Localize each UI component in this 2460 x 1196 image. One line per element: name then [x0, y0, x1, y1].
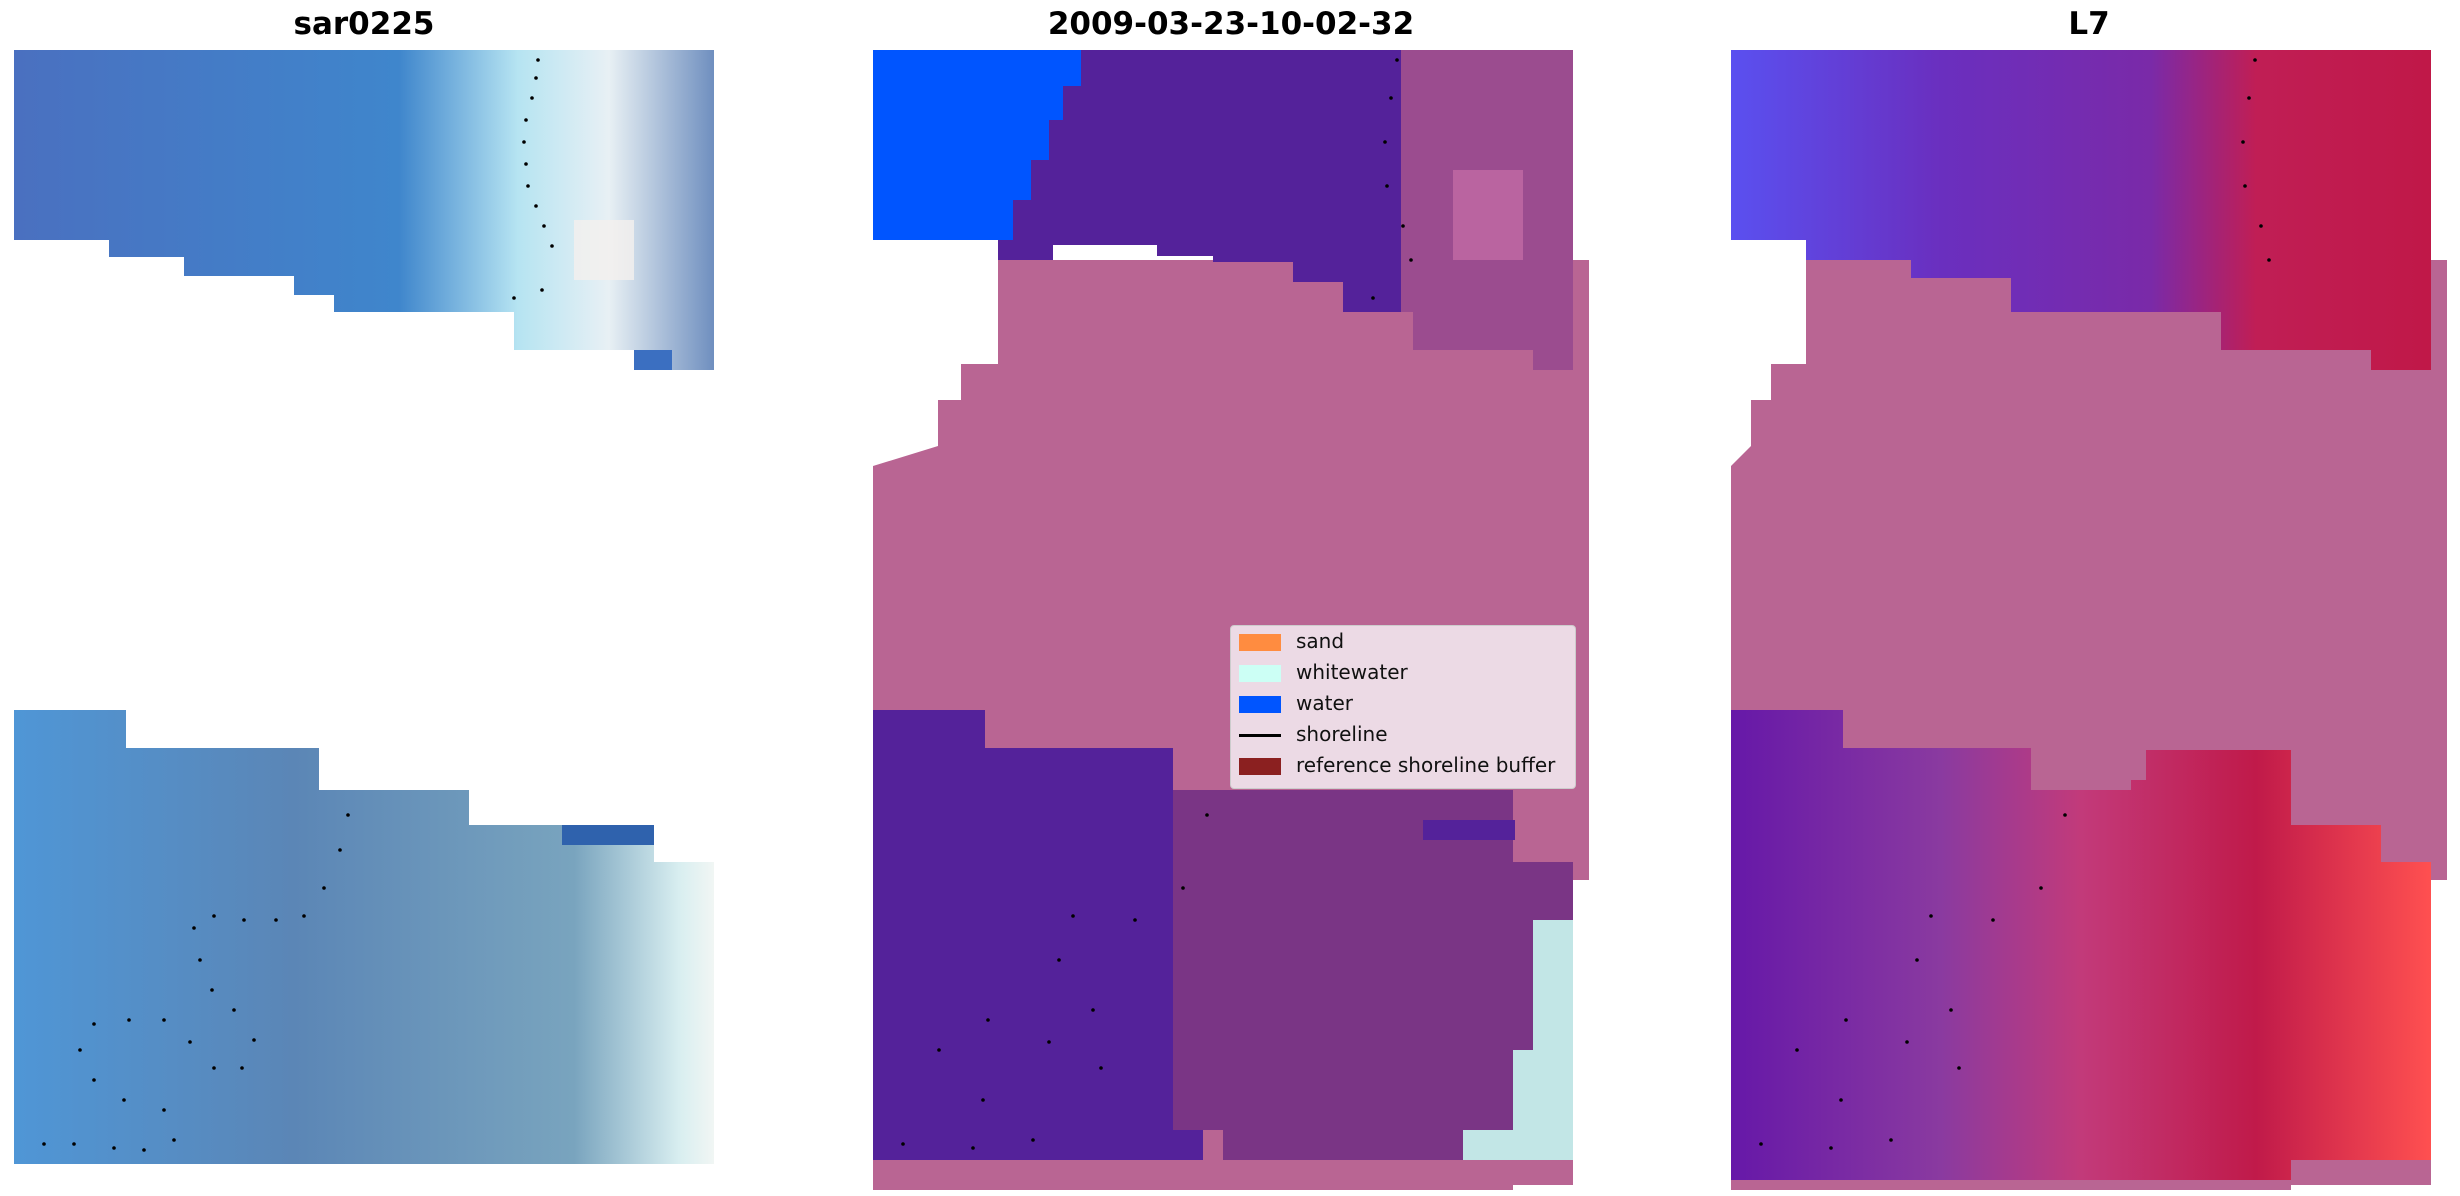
- legend-label-sand: sand: [1296, 629, 1345, 653]
- panel-title-rgb: sar0225: [293, 6, 435, 42]
- legend-item-whitewater: whitewater: [1231, 657, 1575, 687]
- shoreline-dots: [1759, 58, 2271, 1150]
- legend-label-water: water: [1296, 691, 1353, 715]
- legend-swatch-sand: [1239, 634, 1281, 651]
- rgb-image-panel: [14, 50, 714, 1190]
- panel-title-classification: 2009-03-23-10-02-32: [1047, 6, 1415, 42]
- legend-item-sand: sand: [1231, 626, 1575, 656]
- l7-image-panel: [1731, 50, 2447, 1190]
- legend-label-reference-buffer: reference shoreline buffer: [1296, 753, 1556, 777]
- legend-item-water: water: [1231, 688, 1575, 718]
- panel-title-l7: L7: [2068, 6, 2110, 42]
- classification-image-panel: [873, 50, 1589, 1190]
- legend-swatch-reference-buffer: [1239, 758, 1281, 775]
- shoreline-dots: [42, 58, 554, 1152]
- legend: sand whitewater water shoreline referenc…: [1230, 625, 1576, 789]
- legend-swatch-water: [1239, 696, 1281, 713]
- legend-line-shoreline: [1239, 734, 1281, 737]
- legend-item-reference-buffer: reference shoreline buffer: [1231, 750, 1575, 780]
- l7-image: [1731, 50, 2447, 1190]
- legend-item-shoreline: shoreline: [1231, 719, 1575, 749]
- legend-swatch-whitewater: [1239, 665, 1281, 682]
- classification-image: [873, 50, 1589, 1190]
- shoreline-dots: [901, 58, 1413, 1150]
- legend-label-whitewater: whitewater: [1296, 660, 1408, 684]
- legend-label-shoreline: shoreline: [1296, 722, 1388, 746]
- rgb-image: [14, 50, 714, 1164]
